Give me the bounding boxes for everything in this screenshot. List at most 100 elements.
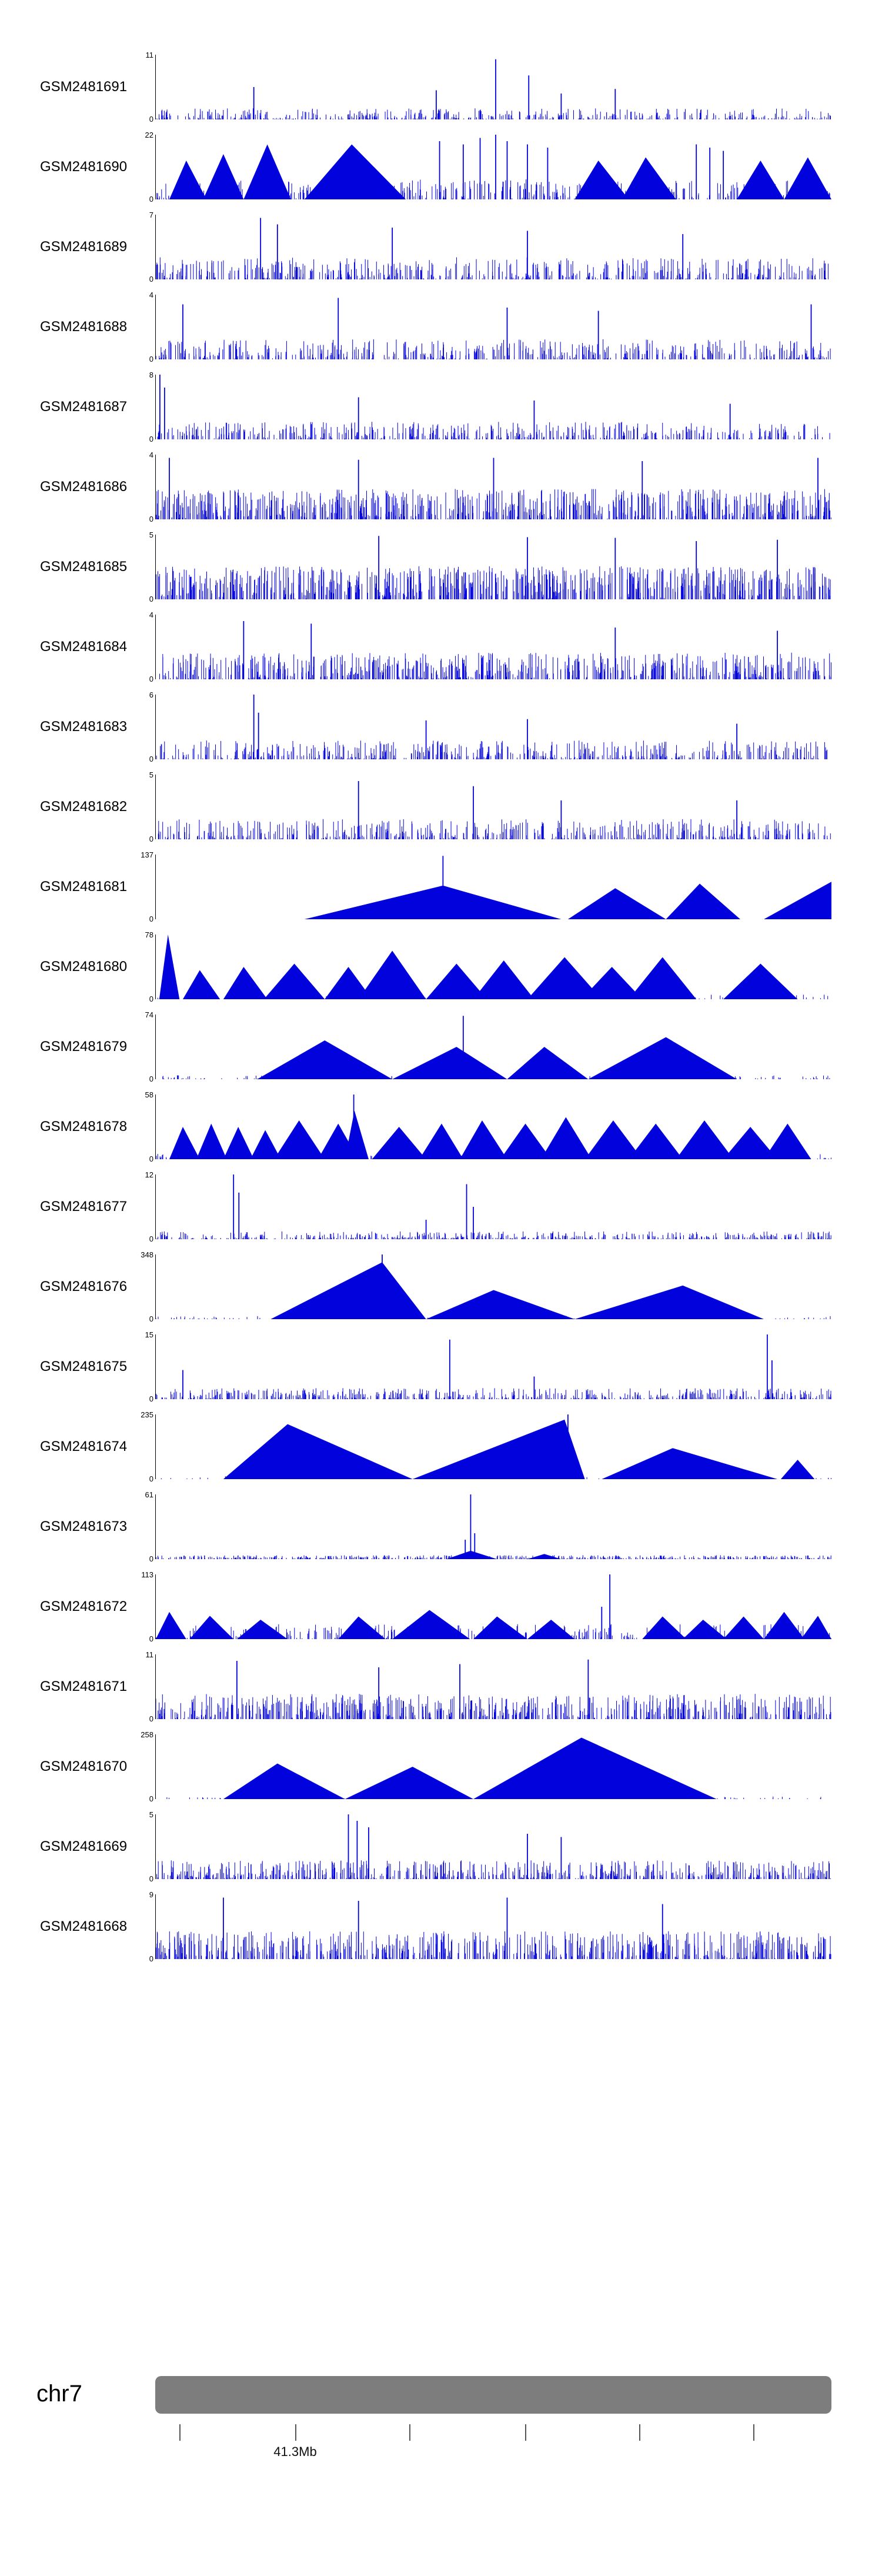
track-signal: [157, 375, 830, 439]
track-ymin-label: 0: [149, 1394, 153, 1403]
track-label: GSM2481673: [40, 1519, 128, 1534]
track-ymin-label: 0: [149, 755, 153, 763]
track-ymin-label: 0: [149, 1154, 153, 1163]
track-ymin-label: 0: [149, 435, 153, 443]
track-plot: 348 0: [141, 1250, 831, 1323]
track-label: GSM2481678: [40, 1119, 128, 1134]
track-label: GSM2481668: [40, 1918, 128, 1934]
track-label: GSM2481683: [40, 719, 128, 735]
track-plot: 235 0: [141, 1410, 831, 1483]
track-label: GSM2481672: [40, 1599, 128, 1614]
track-plot: 22 0: [145, 131, 831, 203]
track-ymax-label: 6: [149, 690, 153, 699]
track-ymin-label: 0: [149, 1714, 153, 1723]
ruler-tick: [639, 2424, 640, 2441]
track-ymax-label: 113: [141, 1570, 153, 1579]
track-ymax-label: 11: [145, 1650, 154, 1659]
track-label: GSM2481687: [40, 399, 128, 415]
track-ymin-label: 0: [149, 835, 153, 843]
ruler-tick: [409, 2424, 410, 2441]
track-signal: [156, 536, 831, 599]
ruler-tick: [179, 2424, 181, 2441]
track-ymin-label: 0: [149, 1474, 153, 1483]
track-ymax-label: 4: [149, 451, 153, 459]
track-label: GSM2481679: [40, 1039, 128, 1055]
track-row: GSM2481672 113 0: [0, 1567, 882, 1647]
track-label: GSM2481691: [40, 79, 128, 95]
track-signal: [158, 781, 831, 839]
track-signal: [161, 1414, 831, 1479]
track-signal: [156, 1897, 831, 1959]
track-ymax-label: 11: [145, 51, 154, 59]
track-label: GSM2481685: [40, 559, 128, 575]
chromosome-label: chr7: [36, 2381, 82, 2407]
track-plot: 258 0: [141, 1730, 831, 1803]
track-ymin-label: 0: [149, 275, 153, 283]
track-ymax-label: 235: [141, 1410, 153, 1419]
track-signal: [156, 458, 831, 519]
track-row: GSM2481689 7 0: [0, 207, 882, 287]
track-row: GSM2481685 5 0: [0, 527, 882, 607]
track-ymin-label: 0: [149, 1234, 153, 1243]
track-signal: [166, 1737, 821, 1799]
track-plot: 12 0: [145, 1170, 831, 1243]
track-row: GSM2481670 258 0: [0, 1727, 882, 1807]
track-ymax-label: 5: [149, 530, 153, 539]
track-row: GSM2481681 137 0: [0, 847, 882, 927]
track-label: GSM2481677: [40, 1199, 128, 1214]
track-label: GSM2481680: [40, 959, 128, 975]
track-row: GSM2481676 348 0: [0, 1247, 882, 1327]
track-ymax-label: 58: [145, 1090, 153, 1099]
track-ymax-label: 137: [141, 850, 153, 859]
track-ymin-label: 0: [149, 1634, 153, 1643]
track-row: GSM2481677 12 0: [0, 1167, 882, 1247]
track-label: GSM2481684: [40, 639, 128, 655]
track-label: GSM2481681: [40, 879, 128, 895]
track-ymin-label: 0: [149, 515, 153, 523]
track-ymax-label: 258: [141, 1730, 153, 1739]
ruler-tick: [295, 2424, 296, 2441]
track-ymin-label: 0: [149, 1314, 153, 1323]
track-ymax-label: 78: [145, 930, 153, 939]
track-label: GSM2481669: [40, 1838, 128, 1854]
ruler-tick: [525, 2424, 526, 2441]
track-label: GSM2481686: [40, 479, 128, 495]
track-ymax-label: 5: [149, 1810, 153, 1819]
track-signal: [156, 1254, 831, 1319]
track-plot: 74 0: [145, 1010, 831, 1083]
track-ymin-label: 0: [149, 595, 153, 603]
track-signal: [156, 1095, 831, 1159]
track-ymax-label: 9: [149, 1890, 153, 1899]
track-signal: [156, 695, 828, 759]
track-plot: 11 0: [146, 51, 831, 124]
track-ymax-label: 8: [149, 371, 153, 379]
track-row: GSM2481691 11 0: [0, 47, 882, 127]
track-signal: [156, 1574, 831, 1639]
track-signal: [156, 1659, 831, 1719]
track-ymin-label: 0: [149, 355, 153, 363]
track-ymin-label: 0: [149, 995, 153, 1003]
track-row: GSM2481679 74 0: [0, 1007, 882, 1087]
track-ymax-label: 22: [145, 131, 153, 139]
track-label: GSM2481690: [40, 159, 128, 175]
track-row: GSM2481668 9 0: [0, 1887, 882, 1967]
track-row: GSM2481690 22 0: [0, 127, 882, 207]
track-plot: 15 0: [145, 1330, 831, 1403]
track-ymin-label: 0: [149, 915, 153, 923]
track-plot: 11 0: [146, 1650, 831, 1723]
track-ymax-label: 7: [149, 211, 153, 219]
track-ymax-label: 5: [149, 770, 153, 779]
track-row: GSM2481688 4 0: [0, 287, 882, 367]
track-label: GSM2481689: [40, 239, 128, 255]
ruler-tick-label: 41.3Mb: [273, 2444, 317, 2459]
track-row: GSM2481684 4 0: [0, 607, 882, 687]
track-label: GSM2481682: [40, 799, 128, 815]
track-signal: [156, 135, 831, 199]
track-row: GSM2481671 11 0: [0, 1647, 882, 1727]
